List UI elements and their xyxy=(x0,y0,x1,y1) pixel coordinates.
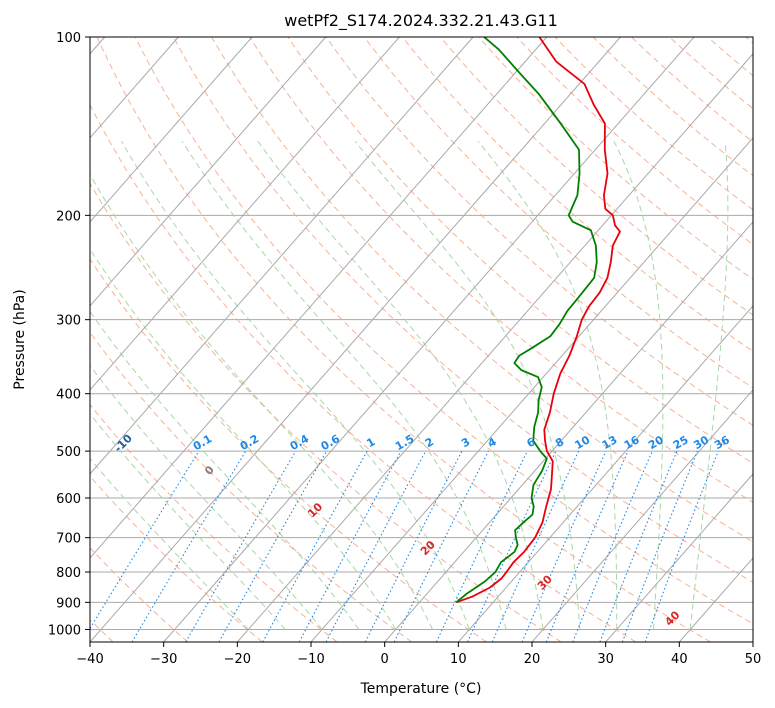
dry-adiabat xyxy=(249,37,753,503)
moist-adiabat xyxy=(90,310,360,630)
dry-adiabat xyxy=(173,37,753,584)
mixing-ratio-line xyxy=(435,450,528,642)
dry-adiabat xyxy=(90,475,263,642)
dry-adiabat xyxy=(96,37,711,642)
isotherm xyxy=(531,389,753,642)
chart-title: wetPf2_S174.2024.332.21.43.G11 xyxy=(284,11,558,31)
y-tick-label: 200 xyxy=(56,209,81,224)
dry-adiabats xyxy=(90,37,753,642)
mixing-ratio-line xyxy=(298,450,402,642)
mixing-ratio-line xyxy=(90,450,200,630)
mixing-ratio-line xyxy=(572,450,653,642)
dry-adiabat xyxy=(211,37,753,543)
x-axis-ticks: −40 −30 −20 −10 0 10 20 30 40 50 xyxy=(76,642,761,667)
y-axis-ticks: 100 200 300 400 500 600 700 800 900 1000 xyxy=(48,31,90,638)
dry-adiabat xyxy=(90,258,487,642)
x-tick-label: −10 xyxy=(297,652,324,667)
profile-series xyxy=(455,37,621,604)
plot-frame xyxy=(89,36,754,643)
y-tick-label: 400 xyxy=(56,388,81,403)
mixing-ratio-line xyxy=(393,450,489,642)
mixing-ratio-line xyxy=(131,450,247,642)
isotherm xyxy=(90,37,474,475)
isotherm xyxy=(90,37,253,223)
y-tick-label: 900 xyxy=(56,596,81,611)
dry-adiabat xyxy=(478,37,753,281)
isotherm xyxy=(90,37,548,559)
isotherm xyxy=(605,473,753,642)
y-tick-label: 300 xyxy=(56,314,81,329)
mixing-ratio-line xyxy=(467,450,557,642)
y-tick-label: 500 xyxy=(56,445,81,460)
y-tick-label: 100 xyxy=(56,31,81,46)
x-tick-label: 20 xyxy=(524,652,541,667)
x-axis-title: Temperature (°C) xyxy=(360,681,482,697)
mixing-ratio-line xyxy=(491,450,580,642)
x-tick-label: 40 xyxy=(671,652,688,667)
x-tick-label: 0 xyxy=(381,652,389,667)
moist-adiabat xyxy=(477,141,618,630)
plot-area: -100-90-80-70-60-50-40-30-20-10010203040… xyxy=(90,37,753,642)
y-tick-label: 800 xyxy=(56,566,81,581)
dewpoint-line xyxy=(455,37,598,604)
moist-adiabat xyxy=(354,141,581,630)
x-tick-label: 50 xyxy=(745,652,762,667)
moist-adiabat xyxy=(90,413,286,630)
mixing-ratio-line xyxy=(545,450,629,642)
dry-adiabat xyxy=(325,37,753,426)
dry-adiabat xyxy=(134,37,753,625)
temperature-line xyxy=(455,37,621,604)
moist-adiabat xyxy=(90,173,433,630)
moist-adiabat xyxy=(90,457,249,630)
dry-adiabat xyxy=(90,182,562,642)
y-tick-label: 600 xyxy=(56,492,81,507)
x-tick-label: 10 xyxy=(450,652,467,667)
mixing-ratio-line xyxy=(262,450,368,642)
y-tick-label: 1000 xyxy=(48,623,81,638)
dry-adiabat xyxy=(401,37,753,352)
dry-adiabat xyxy=(90,331,413,642)
isotherm xyxy=(236,53,753,642)
dry-adiabat xyxy=(592,37,753,177)
x-tick-label: −30 xyxy=(150,652,177,667)
y-axis-title: Pressure (hPa) xyxy=(12,289,28,389)
isotherm xyxy=(384,221,753,642)
mixing-ratio-lines xyxy=(90,450,719,642)
dry-adiabat xyxy=(90,103,637,642)
moist-adiabat xyxy=(181,141,507,630)
isotherm xyxy=(90,37,400,391)
isotherm xyxy=(90,37,327,307)
isotherm xyxy=(90,37,621,642)
pressure-gridlines xyxy=(90,37,753,630)
x-tick-label: −40 xyxy=(76,652,103,667)
x-tick-label: −20 xyxy=(224,652,251,667)
dry-adiabat xyxy=(630,37,753,143)
dry-adiabat xyxy=(440,37,753,316)
moist-adiabat xyxy=(121,141,470,630)
mixing-ratio-line xyxy=(218,450,328,642)
y-tick-label: 700 xyxy=(56,532,81,547)
x-tick-label: 30 xyxy=(597,652,614,667)
moist-adiabat xyxy=(689,141,729,630)
mixing-ratio-line xyxy=(185,450,297,642)
isotherm xyxy=(457,305,753,642)
